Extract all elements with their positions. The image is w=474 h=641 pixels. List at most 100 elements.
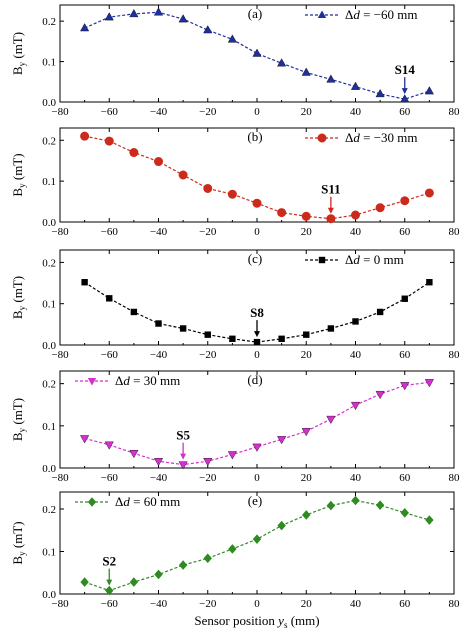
data-point	[351, 495, 360, 506]
x-tick-label: −20	[199, 598, 217, 610]
data-point	[302, 510, 311, 520]
x-tick-label: 80	[449, 226, 461, 238]
x-tick-label: 60	[399, 349, 411, 361]
x-tick-label: −20	[199, 226, 217, 238]
data-point	[424, 188, 434, 198]
legend-label: Δd = 30 mm	[115, 373, 180, 388]
x-tick-label: −40	[150, 349, 168, 361]
data-point	[203, 25, 213, 34]
y-tick-label: 0.1	[42, 299, 56, 311]
data-point	[426, 279, 433, 286]
data-point	[301, 211, 311, 221]
x-tick-label: 0	[254, 226, 260, 238]
data-point	[326, 74, 336, 83]
x-tick-label: −80	[51, 472, 69, 484]
annotation-arrow-head	[254, 331, 260, 338]
data-point	[105, 585, 114, 596]
x-axis-title: Sensor position ys (mm)	[194, 613, 319, 630]
annotation-label: S2	[102, 554, 116, 569]
y-tick-label: 0.0	[42, 463, 56, 475]
panel-label: (a)	[248, 6, 262, 21]
x-tick-label: −40	[150, 472, 168, 484]
y-axis-label: By (mT)	[10, 521, 27, 564]
x-tick-label: −80	[51, 598, 69, 610]
data-point	[80, 131, 90, 141]
y-tick-label: 0.0	[42, 589, 56, 601]
x-tick-label: −40	[150, 106, 168, 118]
annotation-s11: S11	[321, 182, 341, 214]
annotation-label: S5	[176, 428, 190, 443]
data-point	[277, 58, 287, 67]
panel-d: −80 −60 −40 −20 0 20 40 60 80 0.0 0.1 0.2 By (mT) (d)…	[10, 370, 461, 484]
y-tick-label: 0.0	[42, 340, 56, 352]
x-tick-label: 20	[301, 349, 313, 361]
x-tick-label: −60	[101, 598, 119, 610]
data-point	[401, 295, 408, 302]
data-point	[203, 553, 212, 564]
data-point	[424, 86, 434, 95]
x-tick-label: 20	[301, 226, 313, 238]
annotation-label: S14	[395, 62, 416, 77]
data-point	[252, 198, 262, 208]
data-point	[178, 170, 188, 180]
data-point	[375, 203, 385, 213]
data-point	[178, 560, 188, 570]
data-point	[153, 7, 164, 16]
data-point	[351, 210, 360, 220]
data-point	[252, 48, 262, 57]
x-tick-label: −40	[150, 598, 168, 610]
data-point	[104, 441, 114, 450]
x-tick-label: 20	[301, 106, 313, 118]
data-point	[129, 148, 139, 158]
data-point	[104, 136, 114, 146]
x-tick-label: 80	[449, 349, 461, 361]
data-point	[154, 157, 163, 167]
data-point	[303, 331, 310, 338]
data-point	[277, 208, 287, 218]
y-tick-label: 0.2	[42, 16, 56, 28]
data-point	[178, 461, 188, 470]
x-tick-label: −20	[199, 349, 217, 361]
data-point	[252, 534, 262, 544]
panel-a: −80 −60 −40 −20 0 20 40 60 80 0.0 0.1 0.2 By (mT) (a)…	[10, 4, 461, 118]
x-tick-label: 60	[399, 226, 411, 238]
panel-e: −80 −60 −40 −20 0 20 40 60 80 0.0 0.1 0.2 By (mT) (e)…	[10, 491, 460, 610]
data-point	[278, 335, 285, 343]
legend-label: Δd = −30 mm	[345, 130, 418, 145]
data-point	[203, 458, 213, 467]
data-point	[352, 318, 359, 325]
x-tick-label: 80	[449, 472, 461, 484]
data-point	[400, 196, 410, 206]
data-point	[155, 320, 162, 327]
data-point	[228, 544, 237, 554]
x-tick-label: 80	[449, 106, 461, 118]
y-axis-label: By (mT)	[10, 32, 27, 75]
x-tick-label: 60	[399, 106, 411, 118]
x-tick-label: −60	[101, 106, 119, 118]
legend-label: Δd = −60 mm	[345, 7, 418, 22]
legend: Δd = −60 mm	[305, 7, 418, 22]
x-tick-label: −80	[51, 349, 69, 361]
data-point	[327, 325, 335, 332]
annotation-label: S8	[250, 305, 264, 320]
data-point	[129, 577, 139, 587]
x-tick-label: 40	[350, 349, 362, 361]
data-point	[277, 520, 286, 531]
data-point	[129, 450, 139, 459]
x-tick-label: 40	[350, 226, 362, 238]
annotation-arrow-head	[180, 453, 187, 460]
series-line	[84, 381, 430, 466]
annotation-label: S11	[321, 182, 341, 197]
x-tick-label: 0	[254, 598, 260, 610]
x-tick-label: 0	[254, 106, 260, 118]
y-axis-label: By (mT)	[10, 276, 27, 319]
data-point	[104, 12, 114, 21]
data-point	[203, 183, 213, 193]
x-tick-label: −20	[199, 106, 217, 118]
data-point	[179, 325, 187, 332]
x-tick-label: −60	[101, 472, 119, 484]
data-point	[375, 89, 385, 98]
legend-marker	[318, 256, 326, 264]
y-tick-label: 0.2	[42, 135, 56, 147]
